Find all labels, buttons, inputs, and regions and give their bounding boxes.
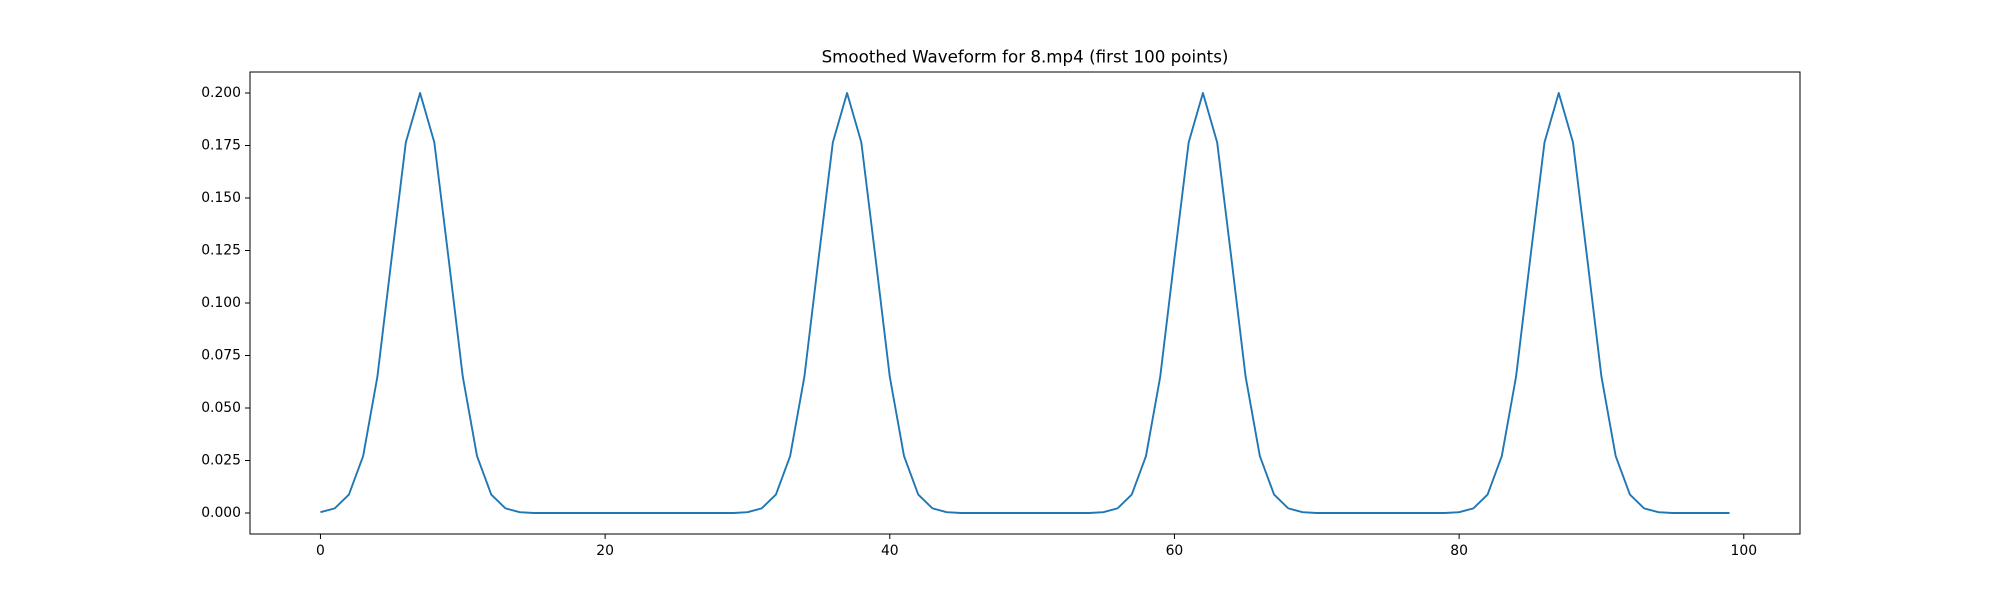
y-tick-label: 0.025 [201, 453, 241, 469]
y-tick-label: 0.075 [201, 348, 241, 364]
y-tick-label: 0.175 [201, 138, 241, 154]
line-series [320, 92, 1730, 514]
x-tick-label: 60 [1166, 543, 1184, 559]
y-tick-label: 0.100 [201, 295, 241, 311]
chart-title: Smoothed Waveform for 8.mp4 (first 100 p… [822, 47, 1229, 67]
x-tick-label: 20 [596, 543, 614, 559]
x-tick-label: 100 [1731, 543, 1758, 559]
y-tick-label: 0.200 [201, 85, 241, 101]
y-tick-label: 0.050 [201, 400, 241, 416]
y-tick-label: 0.000 [201, 505, 241, 521]
x-tick-label: 40 [881, 543, 899, 559]
x-tick-label: 0 [316, 543, 325, 559]
y-tick-label: 0.150 [201, 190, 241, 206]
y-tick-label: 0.125 [201, 243, 241, 259]
x-tick-label: 80 [1450, 543, 1468, 559]
plot-frame [249, 71, 1801, 535]
